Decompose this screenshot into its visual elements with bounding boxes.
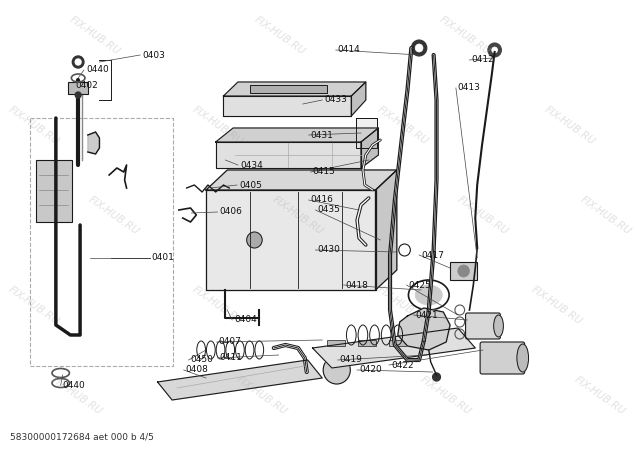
FancyBboxPatch shape xyxy=(356,118,377,148)
Text: 0430: 0430 xyxy=(317,246,340,255)
FancyBboxPatch shape xyxy=(420,340,438,346)
Text: FIX-HUB.RU: FIX-HUB.RU xyxy=(579,195,633,237)
Text: 0425: 0425 xyxy=(408,280,431,289)
Polygon shape xyxy=(206,190,375,290)
Text: 0407: 0407 xyxy=(219,338,242,346)
Text: FIX-HUB.RU: FIX-HUB.RU xyxy=(68,15,122,57)
Text: FIX-HUB.RU: FIX-HUB.RU xyxy=(573,375,627,417)
FancyBboxPatch shape xyxy=(36,160,73,222)
Text: 0450: 0450 xyxy=(191,356,213,364)
FancyBboxPatch shape xyxy=(450,262,477,280)
Text: 0418: 0418 xyxy=(345,280,368,289)
Text: FIX-HUB.RU: FIX-HUB.RU xyxy=(86,195,141,237)
Text: 58300000172684 aet 000 b 4/5: 58300000172684 aet 000 b 4/5 xyxy=(10,433,154,442)
Polygon shape xyxy=(158,360,322,400)
Text: FIX-HUB.RU: FIX-HUB.RU xyxy=(191,105,245,147)
Text: 0419: 0419 xyxy=(340,356,363,364)
Text: 0406: 0406 xyxy=(219,207,242,216)
Circle shape xyxy=(73,56,84,68)
Polygon shape xyxy=(223,96,351,116)
Text: 0415: 0415 xyxy=(312,167,335,176)
Text: 0420: 0420 xyxy=(359,365,382,374)
Text: FIX-HUB.RU: FIX-HUB.RU xyxy=(6,285,60,327)
Text: 0403: 0403 xyxy=(142,50,165,59)
Text: FIX-HUB.RU: FIX-HUB.RU xyxy=(271,195,326,237)
Text: FIX-HUB.RU: FIX-HUB.RU xyxy=(252,15,307,57)
Text: 0416: 0416 xyxy=(310,195,333,204)
Text: 0431: 0431 xyxy=(310,130,333,140)
Text: 0435: 0435 xyxy=(317,206,340,215)
Text: FIX-HUB.RU: FIX-HUB.RU xyxy=(456,195,510,237)
Text: FIX-HUB.RU: FIX-HUB.RU xyxy=(542,105,597,147)
Text: 0422: 0422 xyxy=(391,360,413,369)
Circle shape xyxy=(75,59,81,65)
Text: FIX-HUB.RU: FIX-HUB.RU xyxy=(376,105,430,147)
Text: FIX-HUB.RU: FIX-HUB.RU xyxy=(530,285,584,327)
Text: 0417: 0417 xyxy=(421,251,444,260)
Polygon shape xyxy=(216,128,378,142)
Polygon shape xyxy=(398,308,450,350)
Circle shape xyxy=(492,47,497,53)
Text: 0401: 0401 xyxy=(152,253,175,262)
FancyBboxPatch shape xyxy=(358,340,375,346)
Text: FIX-HUB.RU: FIX-HUB.RU xyxy=(438,15,492,57)
Circle shape xyxy=(75,92,81,98)
Text: 0405: 0405 xyxy=(239,180,262,189)
Polygon shape xyxy=(312,328,475,368)
Polygon shape xyxy=(361,128,378,168)
Ellipse shape xyxy=(494,315,503,337)
Text: FIX-HUB.RU: FIX-HUB.RU xyxy=(234,375,289,417)
Text: FIX-HUB.RU: FIX-HUB.RU xyxy=(49,375,104,417)
Circle shape xyxy=(411,40,427,56)
Text: FIX-HUB.RU: FIX-HUB.RU xyxy=(191,285,245,327)
Polygon shape xyxy=(375,170,397,290)
Text: 0411: 0411 xyxy=(219,354,242,363)
FancyBboxPatch shape xyxy=(249,85,327,93)
Circle shape xyxy=(247,232,262,248)
Text: 0404: 0404 xyxy=(234,315,257,324)
Circle shape xyxy=(432,373,440,381)
Text: 0440: 0440 xyxy=(86,66,109,75)
Text: FIX-HUB.RU: FIX-HUB.RU xyxy=(6,105,60,147)
Ellipse shape xyxy=(415,285,442,305)
Polygon shape xyxy=(88,132,99,154)
FancyBboxPatch shape xyxy=(466,313,501,339)
Text: 0413: 0413 xyxy=(458,84,481,93)
Text: 0421: 0421 xyxy=(415,310,438,320)
Circle shape xyxy=(323,356,350,384)
Polygon shape xyxy=(206,170,397,190)
FancyBboxPatch shape xyxy=(69,82,88,94)
FancyBboxPatch shape xyxy=(389,340,406,346)
Polygon shape xyxy=(351,82,366,116)
Circle shape xyxy=(488,43,501,57)
Text: 0440: 0440 xyxy=(62,381,85,390)
Ellipse shape xyxy=(517,344,529,372)
FancyBboxPatch shape xyxy=(480,342,525,374)
Text: 0412: 0412 xyxy=(471,55,494,64)
Circle shape xyxy=(415,44,423,52)
Polygon shape xyxy=(223,82,366,96)
Circle shape xyxy=(458,265,469,277)
Text: 0434: 0434 xyxy=(240,161,263,170)
Polygon shape xyxy=(216,142,361,168)
Text: 0433: 0433 xyxy=(324,95,347,104)
Text: FIX-HUB.RU: FIX-HUB.RU xyxy=(376,285,430,327)
Text: FIX-HUB.RU: FIX-HUB.RU xyxy=(419,375,473,417)
FancyBboxPatch shape xyxy=(327,340,345,346)
Text: 0402: 0402 xyxy=(75,81,98,90)
Bar xyxy=(30,118,173,366)
Text: 0414: 0414 xyxy=(338,45,361,54)
Text: 0408: 0408 xyxy=(186,365,209,374)
